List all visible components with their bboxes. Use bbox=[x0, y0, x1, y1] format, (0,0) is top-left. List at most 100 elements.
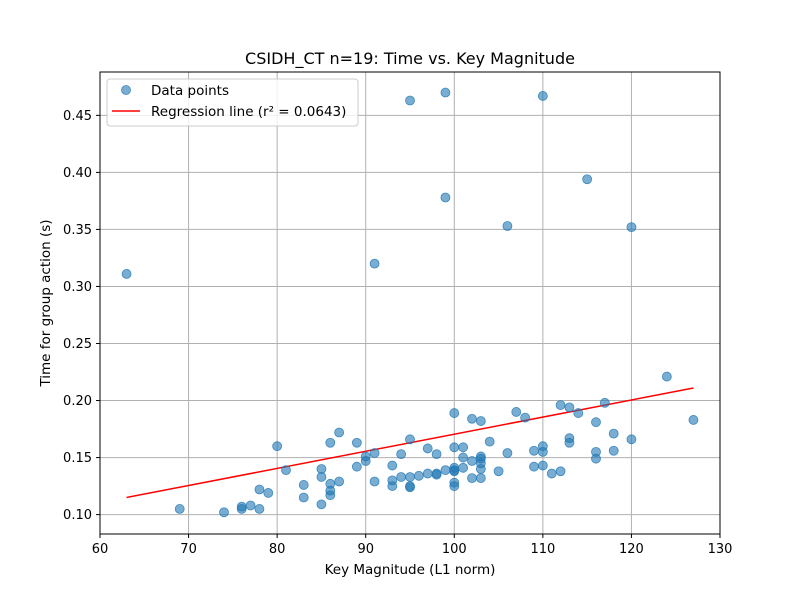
data-point bbox=[334, 476, 345, 487]
data-point bbox=[467, 473, 477, 484]
data-point bbox=[555, 400, 566, 410]
data-point bbox=[502, 221, 513, 231]
data-point bbox=[254, 484, 265, 495]
y-axis-label: Time for group action (s) bbox=[38, 219, 54, 387]
x-axis-ticks: 60 70 80 90 100 110 120 130 bbox=[92, 534, 733, 557]
x-axis-label: Key Magnitude (L1 norm) bbox=[325, 562, 496, 578]
legend-label-data-points: Data points bbox=[151, 83, 229, 99]
data-point bbox=[325, 437, 336, 448]
data-point bbox=[440, 192, 451, 203]
x-tick-label: 130 bbox=[708, 542, 733, 557]
data-point bbox=[582, 174, 593, 185]
plot-frame bbox=[99, 71, 721, 535]
data-point bbox=[564, 437, 575, 448]
data-point bbox=[351, 461, 362, 472]
data-point bbox=[449, 481, 460, 491]
x-tick-label: 70 bbox=[180, 542, 197, 557]
legend: Data points Regression line (r² = 0.0643… bbox=[106, 78, 359, 127]
y-tick-label: 0.40 bbox=[63, 166, 92, 181]
data-point bbox=[546, 468, 557, 479]
data-point bbox=[599, 397, 610, 408]
data-point bbox=[254, 504, 265, 514]
data-point bbox=[493, 466, 504, 477]
data-point bbox=[298, 480, 309, 490]
x-tick-label: 60 bbox=[92, 542, 109, 557]
data-point bbox=[529, 461, 539, 472]
x-tick-label: 80 bbox=[269, 542, 286, 557]
data-point bbox=[387, 460, 398, 471]
data-point bbox=[369, 258, 380, 269]
data-point bbox=[537, 446, 548, 457]
data-point bbox=[369, 476, 380, 487]
data-point bbox=[405, 95, 415, 106]
data-point bbox=[591, 417, 601, 428]
data-point bbox=[475, 416, 486, 426]
data-point bbox=[449, 408, 460, 418]
data-point bbox=[440, 87, 451, 98]
data-point bbox=[661, 371, 672, 382]
data-point bbox=[272, 441, 283, 452]
y-tick-label: 0.35 bbox=[63, 223, 92, 238]
data-point bbox=[475, 464, 486, 474]
legend-marker-data-points bbox=[121, 85, 131, 95]
data-point bbox=[298, 492, 309, 503]
data-point bbox=[413, 470, 424, 481]
data-point bbox=[467, 456, 477, 466]
y-tick-label: 0.10 bbox=[63, 508, 92, 523]
x-tick-label: 120 bbox=[619, 542, 644, 557]
data-point bbox=[396, 472, 407, 482]
y-tick-label: 0.45 bbox=[63, 109, 92, 124]
data-point bbox=[405, 472, 415, 482]
data-point bbox=[537, 460, 548, 471]
data-point bbox=[449, 465, 460, 476]
legend-label-regression: Regression line (r² = 0.0643) bbox=[151, 104, 346, 120]
data-point bbox=[369, 448, 380, 458]
data-point bbox=[431, 449, 442, 460]
data-point bbox=[405, 434, 415, 445]
y-tick-label: 0.20 bbox=[63, 394, 92, 409]
data-point bbox=[608, 445, 619, 456]
data-point bbox=[422, 443, 433, 454]
data-point bbox=[502, 448, 513, 458]
y-tick-label: 0.15 bbox=[63, 451, 92, 466]
data-point bbox=[591, 453, 601, 464]
data-point bbox=[564, 402, 575, 413]
data-point bbox=[360, 456, 371, 466]
data-point bbox=[573, 408, 584, 418]
data-point bbox=[467, 413, 477, 424]
data-point bbox=[688, 415, 699, 425]
data-point bbox=[334, 427, 345, 438]
y-tick-label: 0.30 bbox=[63, 280, 92, 295]
data-point bbox=[608, 428, 619, 439]
y-tick-label: 0.25 bbox=[63, 337, 92, 352]
data-point bbox=[422, 468, 433, 479]
data-point bbox=[121, 269, 132, 279]
data-point bbox=[431, 469, 442, 480]
data-point bbox=[511, 407, 522, 417]
data-point bbox=[529, 445, 539, 456]
data-point bbox=[351, 437, 362, 448]
data-point bbox=[387, 481, 398, 491]
legend-box bbox=[106, 78, 359, 127]
data-point bbox=[263, 488, 274, 498]
chart-title: CSIDH_CT n=19: Time vs. Key Magnitude bbox=[245, 49, 575, 69]
data-point bbox=[440, 465, 451, 476]
data-point bbox=[396, 449, 407, 460]
data-point bbox=[174, 504, 185, 514]
data-point bbox=[449, 442, 460, 453]
data-point bbox=[219, 507, 229, 518]
data-point bbox=[281, 465, 291, 476]
data-point bbox=[475, 473, 486, 484]
data-point bbox=[236, 501, 247, 512]
data-point bbox=[537, 91, 548, 101]
data-point bbox=[520, 412, 531, 423]
data-point bbox=[325, 490, 336, 501]
data-point bbox=[555, 466, 566, 477]
data-point bbox=[316, 464, 327, 474]
data-point bbox=[316, 499, 327, 510]
data-point bbox=[458, 462, 469, 473]
x-tick-label: 110 bbox=[530, 542, 555, 557]
data-point bbox=[405, 482, 415, 493]
y-axis-ticks: 0.10 0.15 0.20 0.25 0.30 0.35 0.40 0.45 bbox=[63, 109, 100, 523]
